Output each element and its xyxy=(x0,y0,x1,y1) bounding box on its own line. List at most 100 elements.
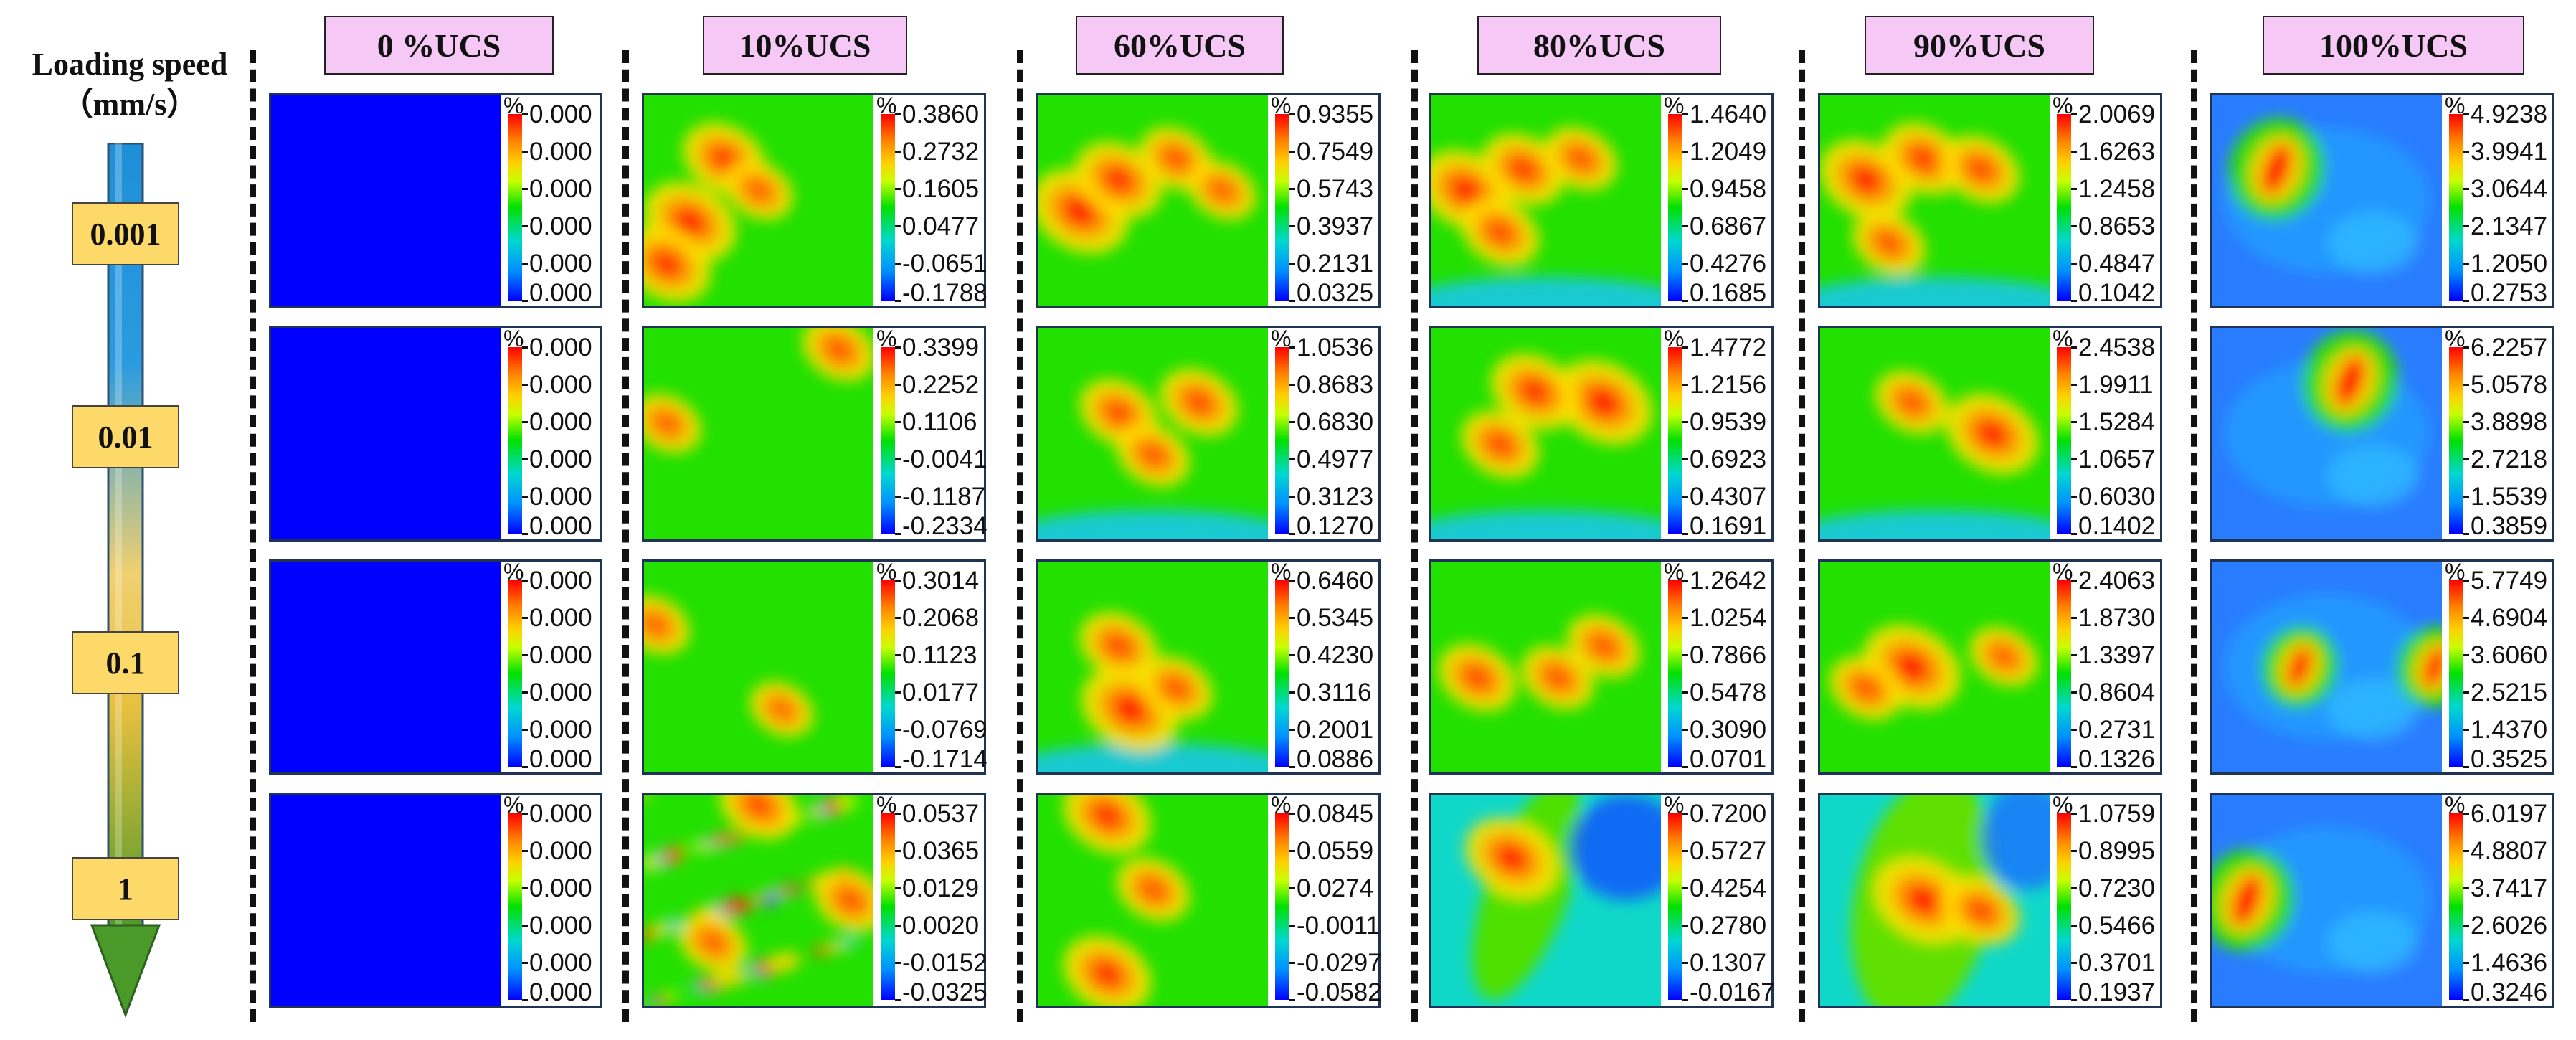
colorbar-tick-label: 1.0759 xyxy=(2078,800,2156,828)
strain-panel-r2-c6: % 6.2257 5.0578 3.8898 2.7218 1.5539 0.3859 xyxy=(2210,326,2554,542)
heat-blob xyxy=(2327,211,2419,275)
colorbar-tick-label: 0.000 xyxy=(529,371,592,399)
colorbar-tick-mark xyxy=(2463,421,2469,423)
colorbar-tick-label: 0.6030 xyxy=(2078,483,2156,511)
colorbar-tick-mark xyxy=(1682,151,1688,153)
colorbar-tick-label: 0.2131 xyxy=(1297,250,1374,278)
colorbar-tick-mark xyxy=(895,766,901,768)
heatmap-image xyxy=(271,95,501,306)
colorbar-tick-mark xyxy=(2071,850,2077,852)
colorbar-unit: % xyxy=(2445,559,2466,585)
colorbar-tick-mark xyxy=(2463,188,2469,190)
colorbar-tick-label: 0.2068 xyxy=(902,604,980,632)
colorbar-tick-mark xyxy=(2463,580,2469,582)
heatmap-area xyxy=(2212,328,2442,539)
colorbar-tick-label: 0.000 xyxy=(529,212,592,240)
colorbar-unit: % xyxy=(2052,93,2073,118)
colorbar-tick-label: 0.000 xyxy=(529,745,592,773)
colorbar-unit: % xyxy=(2445,93,2466,118)
colorbar-tick-mark xyxy=(522,188,528,190)
heat-blob xyxy=(1431,276,1661,306)
colorbar-tick-label: 2.4538 xyxy=(2078,334,2156,361)
colorbar-tick-mark xyxy=(2071,925,2077,927)
heatmap-area xyxy=(1820,328,2050,539)
colorbar-tick-label: 0.1106 xyxy=(902,408,977,436)
colorbar-tick-mark xyxy=(522,766,528,768)
colorbar-tick-mark xyxy=(2071,766,2077,768)
colorbar-tick-label: 0.0886 xyxy=(1297,745,1374,773)
colorbar-tick-mark xyxy=(1289,113,1295,115)
colorbar-tick-mark xyxy=(1682,113,1688,115)
colorbar-tick-label: -0.0041 xyxy=(902,445,988,473)
colorbar-tick-label: 0.4307 xyxy=(1690,483,1767,511)
colorbar-tick-label: 0.000 xyxy=(529,175,592,203)
colorbar-tick-mark xyxy=(1289,999,1295,1001)
colorbar-tick-label: 2.7218 xyxy=(2471,445,2548,473)
colorbar-tick-label: 0.2731 xyxy=(2078,716,2156,744)
colorbar-tick-mark xyxy=(895,300,901,302)
colorbar xyxy=(508,347,522,534)
colorbar-tick-mark xyxy=(1289,263,1295,265)
separator-dash xyxy=(1799,50,1805,1022)
heatmap-image xyxy=(2212,328,2442,539)
colorbar-tick-label: 0.000 xyxy=(529,512,592,540)
colorbar-tick-label: 0.1123 xyxy=(902,641,977,669)
colorbar-tick-label: 0.3859 xyxy=(2471,512,2548,540)
speed-label-0.001: 0.001 xyxy=(72,202,179,265)
colorbar xyxy=(1668,347,1682,534)
colorbar-tick-mark xyxy=(522,151,528,153)
colorbar-unit: % xyxy=(1271,559,1292,585)
heat-blob xyxy=(718,970,750,984)
colorbar-unit: % xyxy=(503,559,524,585)
colorbar-tick-label: -0.2334 xyxy=(902,512,988,540)
strain-panel-r3-c5: % 2.4063 1.8730 1.3397 0.8604 0.2731 0.1326 xyxy=(1818,559,2162,775)
colorbar-tick-mark xyxy=(1289,617,1295,619)
heat-blob xyxy=(1569,795,1661,900)
heat-blob xyxy=(1591,635,1616,657)
strain-panel-r3-c2: % 0.3014 0.2068 0.1123 0.0177 -0.0769 -0.1714 xyxy=(642,559,988,775)
colorbar-tick-mark xyxy=(1682,887,1688,889)
heatmap-background xyxy=(271,328,501,539)
heatmap-area xyxy=(2212,795,2442,1006)
heat-blob xyxy=(1909,146,1938,171)
heat-blob xyxy=(2327,444,2419,508)
column-header-10: 10%UCS xyxy=(703,16,907,75)
colorbar-unit: % xyxy=(2052,792,2073,818)
colorbar-unit: % xyxy=(876,326,897,351)
colorbar-tick-mark xyxy=(895,999,901,1001)
colorbar-tick-mark xyxy=(1289,533,1295,535)
colorbar-tick-mark xyxy=(2071,346,2077,349)
colorbar-tick-label: -0.1187 xyxy=(902,483,986,511)
loading-speed-title: Loading speed （mm/s） xyxy=(4,44,255,125)
colorbar-unit: % xyxy=(503,326,524,351)
colorbar-tick-mark xyxy=(2463,533,2469,535)
colorbar-tick-label: 0.6460 xyxy=(1297,567,1374,595)
heatmap-image xyxy=(1038,562,1268,772)
heat-blob xyxy=(1464,666,1491,690)
colorbar-tick-label: -0.1788 xyxy=(902,279,988,307)
heat-blob xyxy=(1899,391,1925,414)
colorbar-tick-label: 0.5727 xyxy=(1690,837,1767,865)
heat-blob xyxy=(826,339,852,361)
colorbar-tick-mark xyxy=(2463,729,2469,731)
colorbar-tick-mark xyxy=(895,925,901,927)
colorbar-unit: % xyxy=(876,792,897,818)
heat-blob xyxy=(665,991,680,1001)
colorbar-tick-mark xyxy=(2071,654,2077,656)
colorbar xyxy=(1668,114,1682,301)
heat-blob xyxy=(644,614,668,635)
colorbar-tick-label: 0.4847 xyxy=(2078,250,2156,278)
colorbar-tick-label: 0.000 xyxy=(529,679,592,706)
heat-blob xyxy=(1140,444,1166,466)
heat-blob xyxy=(1105,401,1132,425)
colorbar-tick-label: 3.8898 xyxy=(2471,408,2548,436)
colorbar-unit: % xyxy=(2445,792,2466,818)
colorbar-tick-label: 0.0537 xyxy=(902,800,980,828)
heatmap-area xyxy=(1038,95,1268,306)
colorbar-tick-mark xyxy=(1682,458,1688,460)
speed-label-1: 1 xyxy=(72,857,179,920)
heat-blob xyxy=(1092,802,1122,829)
heat-blob xyxy=(1967,899,1994,923)
colorbar-tick-label: 1.2050 xyxy=(2471,250,2548,278)
colorbar-tick-mark xyxy=(895,113,901,115)
